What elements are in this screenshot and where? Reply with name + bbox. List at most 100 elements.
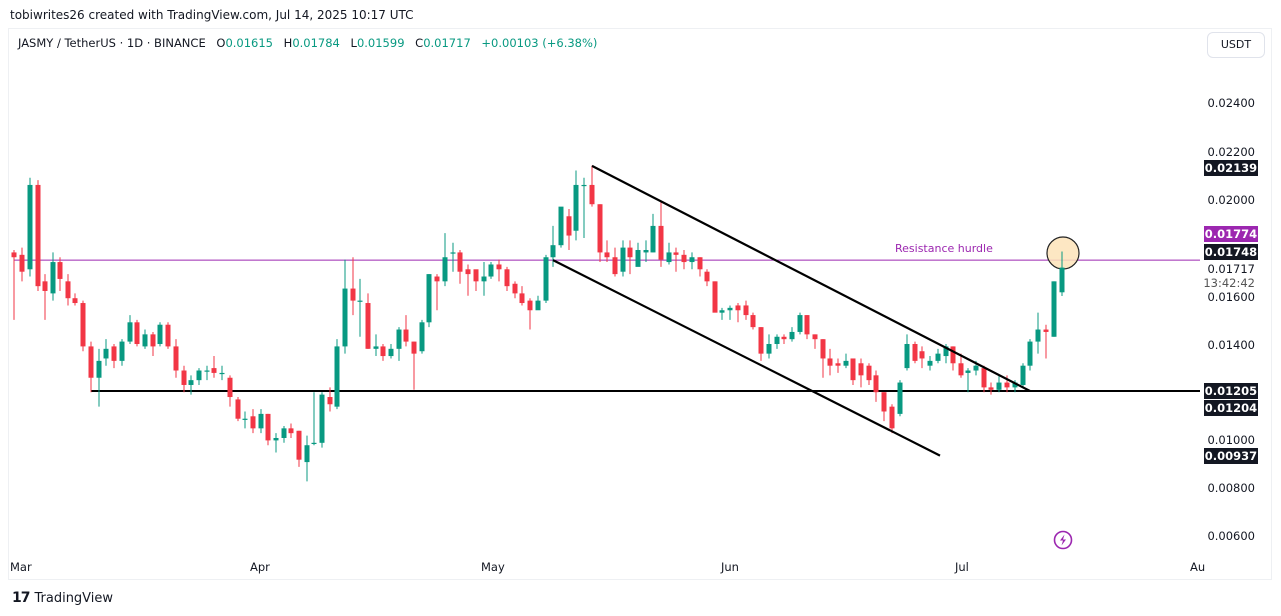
candle (465, 264, 471, 296)
channel-lower-trendline (552, 259, 941, 457)
candle (1027, 339, 1033, 371)
candle (380, 344, 386, 361)
candle (666, 242, 672, 265)
candle (658, 201, 664, 267)
candle (235, 397, 241, 422)
candle (72, 293, 78, 306)
price-tag: 0.00937 (1204, 448, 1258, 464)
brand-name: TradingView (34, 590, 114, 606)
candle (512, 281, 518, 299)
candle (843, 353, 849, 369)
candle (697, 257, 703, 277)
candle (442, 233, 448, 287)
candle (527, 298, 533, 330)
candle (488, 262, 494, 279)
candle (719, 307, 725, 320)
candle (673, 247, 679, 272)
low-value: 0.01599 (356, 36, 405, 50)
candle (150, 331, 156, 357)
candle (504, 266, 510, 291)
candle (250, 409, 256, 434)
price-tag: 0.01205 (1204, 383, 1258, 399)
price-tick: 0.00600 (1207, 529, 1255, 543)
time-tick: May (481, 560, 505, 574)
chart-credit: tobiwrites26 created with TradingView.co… (10, 8, 414, 22)
candle (812, 334, 818, 349)
open-label: O (216, 36, 226, 50)
candle (357, 278, 363, 337)
close-label: C (415, 36, 424, 50)
candle (188, 375, 194, 395)
candle (134, 319, 140, 347)
candle (119, 339, 125, 366)
candle (273, 433, 279, 453)
candle (434, 274, 440, 311)
high-value: 0.01784 (292, 36, 340, 50)
candle (311, 392, 317, 446)
candle (750, 312, 756, 330)
high-label: H (283, 36, 293, 50)
candle (96, 348, 102, 407)
candle (219, 365, 225, 381)
candle (157, 322, 163, 347)
price-tick: 0.01000 (1207, 433, 1255, 447)
candle (735, 303, 741, 323)
candle (797, 312, 803, 335)
candle (365, 293, 371, 349)
candle (281, 425, 287, 443)
candle (820, 339, 826, 378)
candle (866, 363, 872, 385)
price-tick: 0.02400 (1207, 96, 1255, 110)
candle (804, 315, 810, 340)
candle (388, 344, 394, 359)
candle (111, 344, 117, 369)
candle (450, 242, 456, 272)
time-tick: Apr (250, 560, 270, 574)
candle (650, 213, 656, 253)
candle (1035, 312, 1041, 354)
candle (457, 250, 463, 284)
candle (704, 269, 710, 287)
candle (935, 348, 941, 364)
candle (789, 327, 795, 342)
price-tick: 0.01600 (1207, 290, 1255, 304)
symbol-title[interactable]: JASMY / TetherUS · 1D · BINANCE (18, 36, 206, 50)
candle (211, 356, 217, 378)
channel-upper-trendline (591, 164, 1031, 392)
candle (327, 387, 333, 412)
candle (88, 341, 94, 393)
candle (258, 409, 264, 434)
candle (304, 435, 310, 482)
time-tick: Jun (721, 560, 739, 574)
currency-button[interactable]: USDT (1207, 32, 1265, 58)
candle (173, 339, 179, 378)
close-value: 0.01717 (423, 36, 471, 50)
time-tick: Au (1190, 560, 1206, 574)
candle (535, 295, 541, 311)
candle (426, 274, 432, 328)
price-tag: 0.01204 (1204, 400, 1258, 416)
last-price-label: 0.01717 (1207, 262, 1255, 276)
candle (350, 257, 356, 316)
candle (589, 165, 595, 207)
candle (681, 250, 687, 270)
candle (519, 286, 525, 306)
last-candle-body (1059, 267, 1065, 293)
candle (288, 423, 294, 438)
price-tag: 0.01774 (1204, 226, 1258, 242)
candle (889, 404, 895, 434)
lightning-icon[interactable] (1053, 530, 1073, 550)
candle (743, 300, 749, 320)
candle (127, 315, 133, 344)
candle (550, 225, 556, 267)
candle (873, 370, 879, 402)
price-tick: 0.00800 (1207, 481, 1255, 495)
candle (758, 327, 764, 361)
change-value: +0.00103 (+6.38%) (481, 36, 598, 50)
candle (981, 365, 987, 393)
candle (958, 353, 964, 378)
candle (227, 375, 233, 407)
candle (581, 177, 587, 238)
candle (57, 257, 63, 291)
